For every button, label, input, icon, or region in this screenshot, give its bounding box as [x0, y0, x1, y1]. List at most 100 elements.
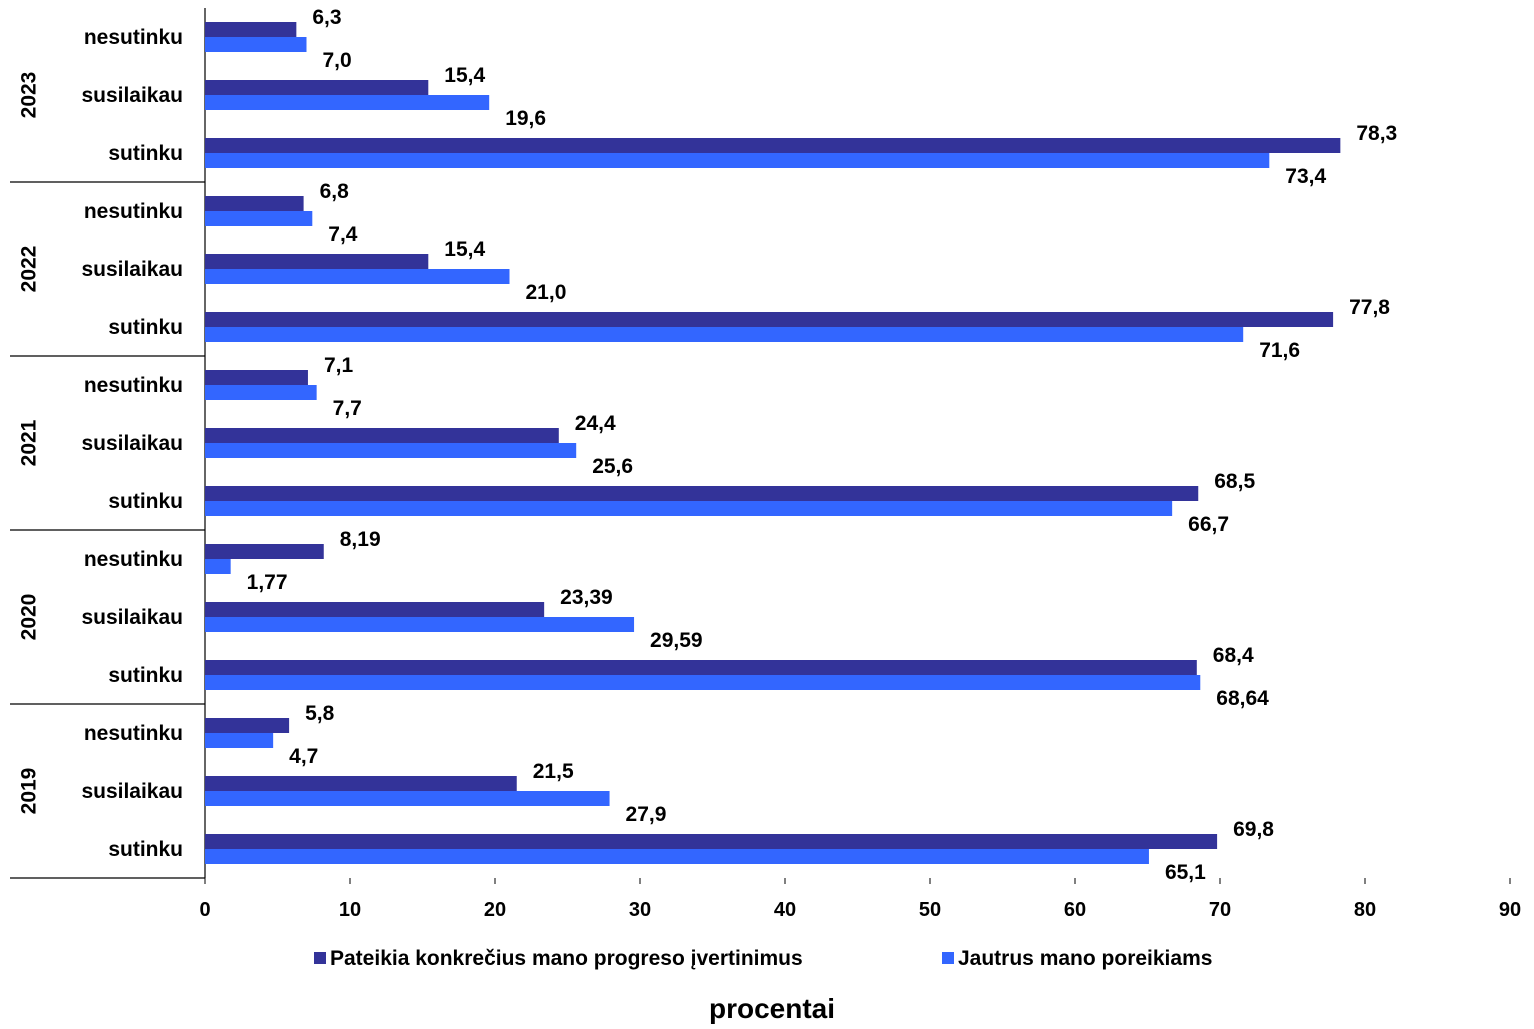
data-label: 7,1	[324, 354, 354, 377]
x-tick-label: 90	[1499, 899, 1521, 921]
group-label: 2021	[18, 419, 41, 466]
data-label: 69,8	[1233, 818, 1274, 841]
x-tick-label: 10	[339, 899, 361, 921]
chart-axes: 2023 nesutinku susilaikau sutinku 2022 nesuti…	[10, 8, 206, 879]
data-label: 5,8	[305, 702, 335, 725]
category-label: susilaikau	[81, 258, 183, 281]
category-label: sutinku	[108, 838, 183, 861]
x-tick-label: 80	[1354, 899, 1376, 921]
data-label: 6,3	[312, 6, 341, 29]
bar	[205, 153, 1270, 168]
bar	[205, 138, 1341, 153]
data-label: 66,7	[1188, 513, 1229, 536]
data-label: 68,4	[1213, 644, 1254, 667]
legend-label: Pateikia konkrečius mano progreso įverti…	[330, 947, 803, 970]
data-label: 15,4	[444, 238, 485, 261]
bar	[205, 327, 1244, 342]
bar	[205, 428, 559, 443]
bar	[205, 501, 1173, 516]
legend-label: Jautrus mano poreikiams	[958, 947, 1212, 970]
data-label: 29,59	[650, 629, 703, 652]
bar	[205, 312, 1334, 327]
x-axis-title: procentai	[709, 993, 835, 1024]
bar	[205, 834, 1218, 849]
category-label: sutinku	[108, 142, 183, 165]
data-label: 78,3	[1356, 122, 1397, 145]
data-label: 7,4	[328, 223, 358, 246]
x-axis-ticks: 0 10 20 30 40 50 60 70 80 90	[199, 878, 1521, 921]
bar	[205, 269, 510, 284]
bar	[205, 791, 610, 806]
chart-data-labels: 6,3 7,0 15,4 19,6 78,3 73,4 6,8 7,4 15,4 21,0 77,8…	[247, 6, 1398, 884]
legend-swatch	[942, 952, 954, 964]
x-tick-label: 0	[199, 899, 210, 921]
bar	[205, 849, 1149, 864]
data-label: 24,4	[575, 412, 616, 435]
data-label: 4,7	[289, 745, 318, 768]
bar	[205, 675, 1201, 690]
category-label: susilaikau	[81, 432, 183, 455]
data-label: 73,4	[1285, 165, 1326, 188]
category-label: sutinku	[108, 316, 183, 339]
bar	[205, 617, 635, 632]
bar	[205, 211, 313, 226]
x-tick-label: 40	[774, 899, 796, 921]
category-label: susilaikau	[81, 606, 183, 629]
data-label: 15,4	[444, 64, 485, 87]
legend-swatch	[314, 952, 326, 964]
category-label: nesutinku	[84, 200, 183, 223]
bar	[205, 718, 290, 733]
data-label: 65,1	[1165, 861, 1206, 884]
category-label: nesutinku	[84, 722, 183, 745]
data-label: 25,6	[592, 455, 633, 478]
x-tick-label: 50	[919, 899, 941, 921]
bar	[205, 22, 297, 37]
group-label: 2022	[18, 246, 41, 293]
group-label: 2020	[18, 594, 41, 641]
group-label: 2023	[18, 72, 41, 119]
data-label: 23,39	[560, 586, 613, 609]
category-label: sutinku	[108, 664, 183, 687]
x-tick-label: 70	[1209, 899, 1231, 921]
bar	[205, 776, 517, 791]
data-label: 8,19	[340, 528, 381, 551]
bar	[205, 486, 1199, 501]
data-label: 21,0	[526, 281, 567, 304]
bar	[205, 544, 324, 559]
bar	[205, 254, 429, 269]
category-label: nesutinku	[84, 548, 183, 571]
bar	[205, 37, 307, 52]
data-label: 6,8	[320, 180, 350, 203]
bar	[205, 733, 274, 748]
bar	[205, 385, 317, 400]
bar	[205, 80, 429, 95]
data-label: 1,77	[247, 571, 288, 594]
group-label: 2019	[18, 768, 41, 815]
chart-legend: Pateikia konkrečius mano progreso įverti…	[314, 947, 1212, 970]
x-tick-label: 20	[484, 899, 506, 921]
bar	[205, 602, 545, 617]
bar	[205, 95, 490, 110]
data-label: 71,6	[1259, 339, 1300, 362]
data-label: 68,64	[1216, 687, 1269, 710]
data-label: 7,7	[333, 397, 362, 420]
data-label: 7,0	[323, 49, 352, 72]
category-label: susilaikau	[81, 780, 183, 803]
chart-bars	[205, 22, 1341, 864]
bar	[205, 370, 308, 385]
data-label: 68,5	[1214, 470, 1255, 493]
bar	[205, 660, 1197, 675]
data-label: 77,8	[1349, 296, 1390, 319]
data-label: 27,9	[626, 803, 667, 826]
data-label: 21,5	[533, 760, 574, 783]
x-tick-label: 60	[1064, 899, 1086, 921]
category-label: susilaikau	[81, 84, 183, 107]
data-label: 19,6	[505, 107, 546, 130]
x-tick-label: 30	[629, 899, 651, 921]
category-label: sutinku	[108, 490, 183, 513]
category-label: nesutinku	[84, 26, 183, 49]
bar	[205, 196, 304, 211]
bar	[205, 559, 231, 574]
category-label: nesutinku	[84, 374, 183, 397]
